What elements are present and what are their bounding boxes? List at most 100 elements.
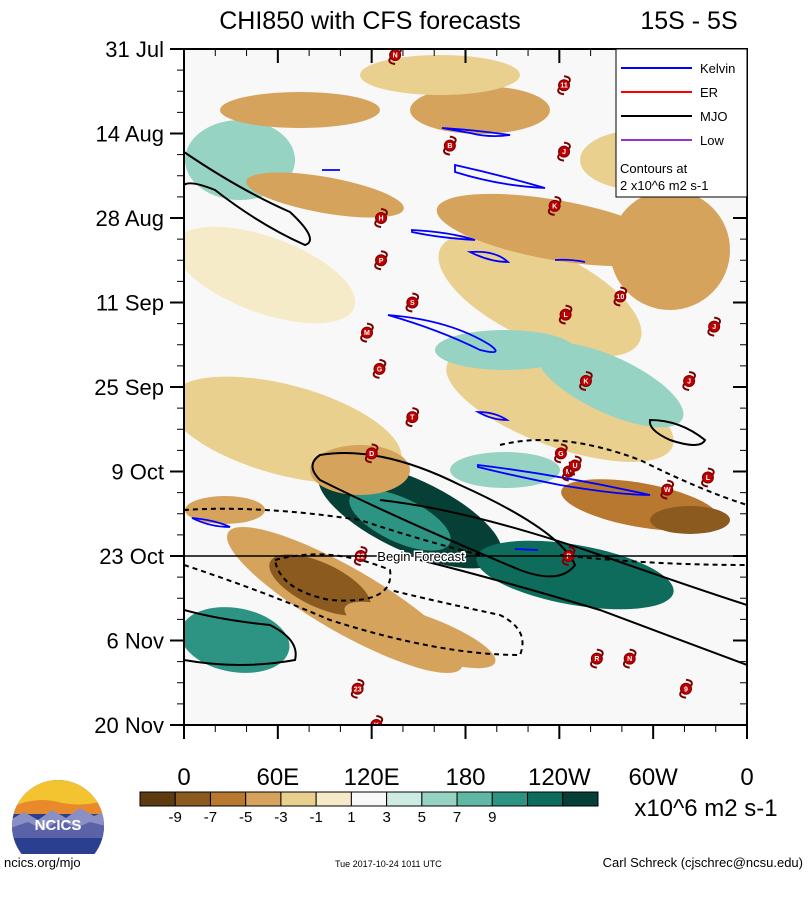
legend-label: ER xyxy=(700,85,718,100)
storm-label: 23 xyxy=(354,686,362,693)
forecast-start-label: Begin Forecast xyxy=(377,549,465,564)
logo-text: NCICS xyxy=(35,817,82,834)
storm-arms xyxy=(443,135,457,156)
field-anomaly xyxy=(246,172,404,218)
ncics-logo: NCICS xyxy=(12,780,104,854)
storm-marker: K xyxy=(547,195,562,216)
storm-label: H xyxy=(379,216,384,223)
mjo-contour-negative xyxy=(184,564,524,657)
storm-disc xyxy=(375,254,388,267)
storm-arms xyxy=(707,316,721,337)
storm-arms xyxy=(374,250,388,271)
colorbar-swatch xyxy=(562,791,599,807)
mjo-contour xyxy=(648,418,707,446)
storm-disc xyxy=(370,719,383,725)
storm-marker: 27 xyxy=(419,764,431,782)
field-anomaly xyxy=(344,601,496,669)
storm-label: 11 xyxy=(560,83,568,90)
storm-disc xyxy=(443,139,456,152)
storm-marker: G xyxy=(554,443,568,464)
kelvin-contour xyxy=(411,229,476,241)
storm-marker: L xyxy=(558,304,573,325)
storm-marker: S xyxy=(405,292,420,313)
storm-disc xyxy=(590,652,603,665)
colorbar-swatch xyxy=(491,791,529,807)
storm-label: K xyxy=(583,378,588,385)
storm-arms xyxy=(568,455,582,476)
colorbar-swatch xyxy=(245,791,282,807)
field-anomaly xyxy=(184,226,356,324)
kelvin-contour xyxy=(191,517,231,528)
storm-label: S xyxy=(410,300,415,307)
storm-marker: P xyxy=(374,250,388,271)
storm-label: G xyxy=(377,366,383,373)
colorbar-swatch xyxy=(350,791,388,807)
site-url[interactable]: ncics.org/mjo xyxy=(4,855,81,870)
field-anomaly xyxy=(435,330,575,370)
legend-box xyxy=(615,48,748,198)
mjo-contour-negative xyxy=(184,507,481,556)
storm-disc xyxy=(554,447,567,460)
y-tick-label: 20 Nov xyxy=(94,713,164,738)
colorbar-swatch xyxy=(139,791,176,807)
kelvin-contour xyxy=(474,411,510,421)
y-tick-label: 28 Aug xyxy=(95,206,164,231)
storm-marker: J xyxy=(707,316,721,337)
storm-label: J xyxy=(712,324,716,331)
y-tick-label: 11 Sep xyxy=(96,291,164,316)
storm-arms xyxy=(350,678,365,699)
field-anomaly xyxy=(185,496,265,524)
x-tick-label: 120W xyxy=(528,764,591,791)
storm-arms xyxy=(376,715,384,723)
legend-note-line1: Contours at xyxy=(620,161,688,176)
field-anomaly xyxy=(610,190,730,310)
storm-arms xyxy=(579,370,593,391)
colorbar-label: 1 xyxy=(347,809,355,826)
storm-arms xyxy=(374,208,388,228)
storm-disc xyxy=(558,145,571,158)
storm-marker: J xyxy=(682,370,696,391)
storm-marker: K xyxy=(579,370,593,391)
y-tick-label: 14 Aug xyxy=(95,122,164,147)
x-tick-label: 0 xyxy=(740,764,753,791)
storm-label: 22 xyxy=(357,554,365,561)
colorbar-swatch xyxy=(527,791,564,807)
storm-disc xyxy=(360,326,373,339)
colorbar: -9 -7 -5 -3 -1 1 3 5 7 9 xyxy=(139,791,599,826)
storm-arms xyxy=(396,734,408,752)
colorbar-swatch xyxy=(174,791,211,807)
colorbar-swatch xyxy=(421,791,458,807)
y-tick-label: 23 Oct xyxy=(99,544,164,569)
storm-arms xyxy=(558,304,573,325)
mjo-contour xyxy=(379,499,747,606)
storm-marker: R xyxy=(590,648,604,669)
kelvin-contour xyxy=(514,548,539,551)
storm-label: M xyxy=(364,330,370,337)
y-axis: 31 Jul 14 Aug 28 Aug 11 Sep 25 Sep 9 Oct 23 Oc… xyxy=(94,37,747,738)
storm-disc xyxy=(373,362,386,375)
storm-marker: N xyxy=(622,648,637,669)
storm-label: K xyxy=(374,723,379,730)
colorbar-swatch xyxy=(209,791,247,807)
x-axis: 0 60E 120E 180 120W 60W 0 xyxy=(177,49,754,791)
legend-label: Low xyxy=(700,133,724,148)
storm-disc xyxy=(661,483,674,496)
storm-disc xyxy=(396,738,407,749)
storm-marker: 23 xyxy=(350,678,365,699)
x-tick-label: 60E xyxy=(256,764,299,791)
storm-label: J xyxy=(562,149,566,156)
y-tick-label: 25 Sep xyxy=(94,375,164,400)
storm-arms xyxy=(554,443,568,464)
storm-arms xyxy=(590,648,604,669)
storm-label: 10 xyxy=(616,294,624,301)
chart-title: CHI850 with CFS forecasts xyxy=(219,7,521,35)
colorbar-swatch xyxy=(386,791,423,807)
field-anomaly xyxy=(410,86,550,134)
field-anomaly xyxy=(310,445,410,495)
storm-disc xyxy=(680,682,693,695)
storm-marker: M xyxy=(360,322,374,343)
x-tick-label: 0 xyxy=(177,764,190,791)
kelvin-contour xyxy=(441,127,511,138)
storm-marker: 9 xyxy=(679,678,693,699)
mjo-contour xyxy=(419,559,747,666)
